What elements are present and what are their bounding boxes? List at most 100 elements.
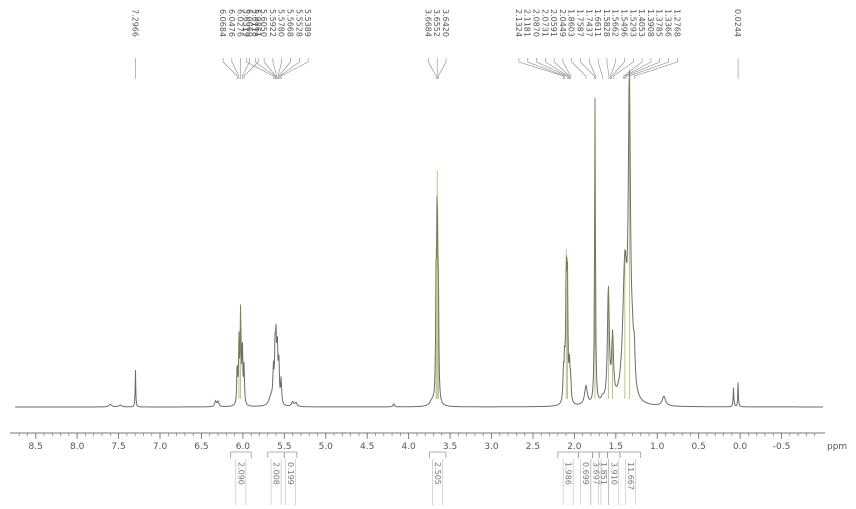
peak-shift-label: 1.5828 [602,9,611,37]
peak-shift-label: 5.6319 [242,9,251,37]
tick-label: 6.5 [194,442,208,452]
integral-4: 1.986 [557,451,579,505]
spectrum-layer [15,69,823,408]
tick-label: 6.0 [236,442,251,452]
peak-shift-label: 1.4053 [637,9,646,37]
integral-1: 2.008 [267,451,285,505]
integral-bracket [592,451,600,458]
integral-value: 0.699 [581,462,590,485]
tick-label: 1.0 [650,442,665,452]
peak-shift-label: 5.5922 [268,9,277,37]
tick-label: 0.5 [692,442,706,452]
peak-shift-label: 5.9861 [253,9,262,37]
integral-7: 1.851 [598,451,609,505]
peak-shift-label: 3.6684 [423,9,432,37]
peak-label-leader [625,58,661,79]
peak-label-leader [527,58,565,79]
integral-value: 11.667 [626,462,635,490]
peak-shift-label: 1.5293 [628,9,637,37]
peak-shift-label: 5.5780 [277,9,286,37]
peak-shift-label: 2.0731 [540,9,549,37]
tick-label: 4.5 [360,442,374,452]
integral-2: 0.199 [283,451,298,505]
integral-bracket [230,451,252,458]
peak-label-leader [242,58,250,79]
tick-label: 8.5 [29,442,43,452]
peak-label-group-c: 5.6319 5.6118 5.6050 5.5922 5.5780 5.5668 5.55… [242,9,312,79]
peak-shift-label: 6.0476 [227,9,236,37]
x-axis-unit: ppm [827,442,847,452]
peak-label-leader [518,58,564,79]
peak-label-group-f: 0.0244 [733,9,742,79]
peak-label-layer: 7.2966 6.0684 6.0476 6.0276 6.0069 5.98615.63… [130,9,742,79]
peak-label-leader [580,58,595,79]
peak-shift-label: 5.5389 [303,9,312,37]
integral-bracket [598,451,608,458]
peak-label-leader [553,58,570,79]
tick-label: 7.5 [111,442,125,452]
peak-label-group-b: 6.0684 6.0476 6.0276 6.0069 5.9861 [218,9,262,79]
tick-label: 2.0 [567,442,582,452]
integral-value: 1.986 [564,462,573,485]
peak-label-leader [562,58,571,79]
peak-shift-label: 1.5496 [620,9,629,37]
peak-shift-label: 5.6050 [259,9,268,37]
tick-label: 5.5 [277,442,291,452]
peak-label-leader [231,58,240,79]
peak-shift-label: 7.2966 [130,9,139,37]
peak-shift-label: 6.0069 [244,9,253,37]
peak-label-group-d: 3.6684 3.6552 3.6420 [423,9,450,79]
peak-label-leader [613,58,634,79]
peak-label-group-a: 7.2966 [130,9,139,79]
peak-label-leader [571,58,587,79]
integral-value: 2.505 [433,462,442,485]
integral-value: 3.910 [609,462,618,485]
integral-value: 2.008 [272,462,281,485]
peak-shift-label: 1.7587 [576,9,585,37]
integral-bracket [267,451,285,458]
peak-label-leader [243,58,259,79]
peak-label-leader [280,58,309,79]
peak-shift-label: 5.5668 [286,9,295,37]
integral-value: 3.697 [591,462,600,485]
integral-layer: 2.090 2.008 0.199 2.505 1.986 0.699 3.6971.851… [230,451,642,505]
integral-5: 0.699 [578,451,593,505]
peak-shift-label: 3.6420 [441,9,450,37]
peak-label-leader [610,58,617,79]
integral-value: 1.851 [599,462,608,485]
peak-shift-label: 0.0244 [733,9,742,37]
peak-label-leader [536,58,568,79]
tick-label: 3.0 [484,442,499,452]
peak-label-leader [597,58,603,79]
x-axis: 8.5 8.0 7.5 7.0 6.5 6.0 5.5 5.0 4.5 4.0 3.5 3.0 2.5 2… [10,432,825,452]
tick-label: 7.0 [153,442,168,452]
integral-value: 2.090 [236,462,245,485]
peak-shift-label: 1.3908 [646,9,655,37]
peak-label-leader [222,58,238,79]
integral-bracket [607,451,621,458]
tick-label: 3.5 [443,442,457,452]
tick-label: 0.0 [733,442,748,452]
integral-9: 11.667 [619,451,642,505]
peak-shift-label: 3.6552 [432,9,441,37]
peak-label-leader [279,58,300,79]
peak-label-leader [606,58,610,79]
peak-shift-label: 1.7437 [584,9,593,37]
integral-bracket [283,451,298,458]
peak-label-leader [272,58,277,79]
peak-label-leader [438,58,447,79]
spectrum-trace [15,70,823,408]
peak-shift-label: 2.0591 [549,9,558,37]
tick-label: -0.5 [773,442,791,452]
peak-shift-label: 2.1181 [523,9,532,37]
peak-shift-label: 1.3785 [655,9,664,37]
peak-shift-label: 6.0276 [236,9,245,37]
peak-label-leader [263,58,276,79]
peak-shift-label: 2.0870 [532,9,541,37]
integral-8: 3.910 [607,451,621,505]
peak-label-leader [545,58,569,79]
peak-shift-label: 6.0684 [218,9,227,37]
peak-label-leader [634,58,678,79]
peak-label-leader [623,58,643,79]
